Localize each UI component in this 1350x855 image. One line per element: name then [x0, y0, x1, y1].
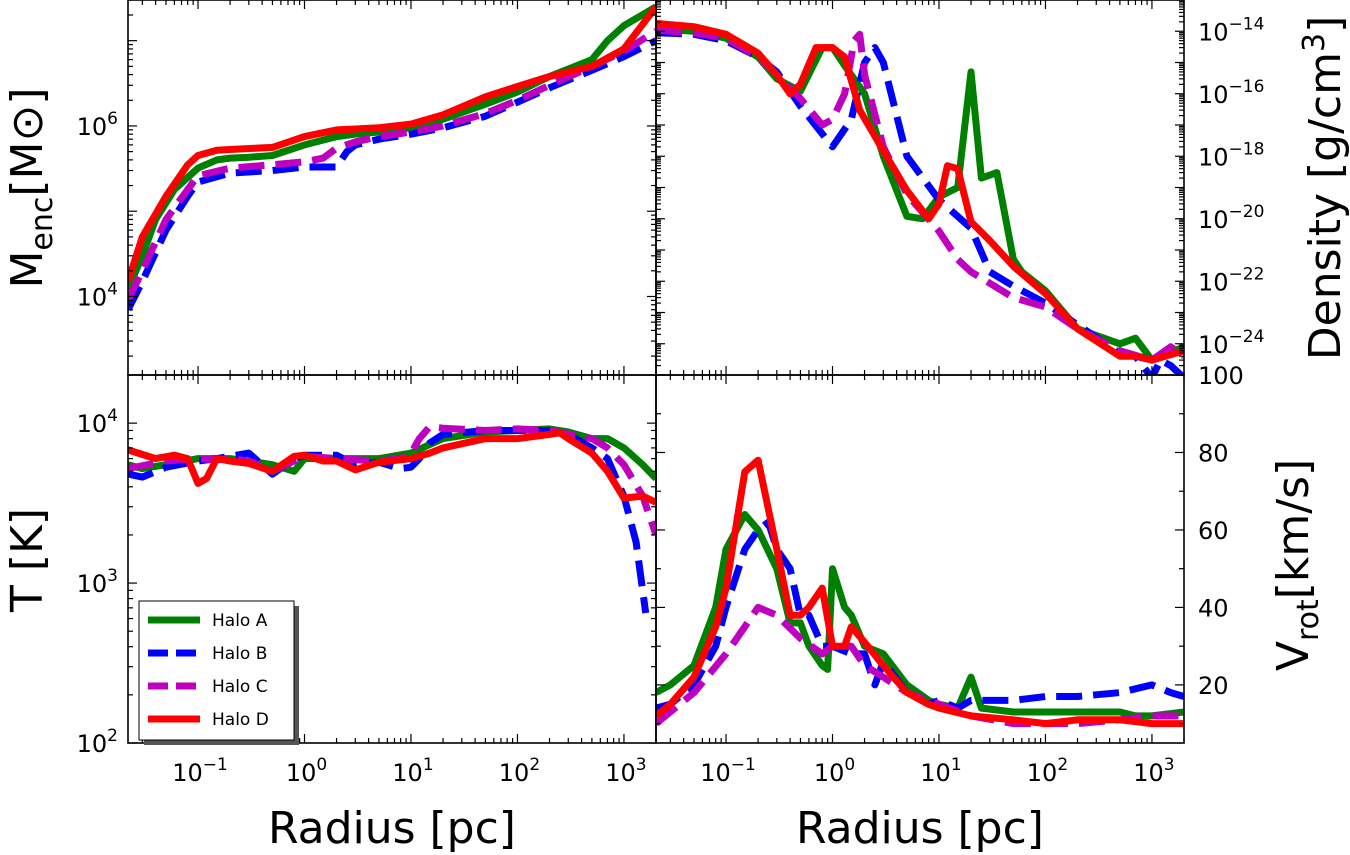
dens-y-tick-label: 10−20 — [1198, 202, 1264, 234]
dens-series-halo-d — [656, 19, 1184, 364]
temp-y-tick-label: 104 — [77, 406, 118, 438]
legend-label-halo-c: Halo C — [212, 677, 268, 697]
legend-items: Halo A Halo B Halo C Halo D — [148, 611, 269, 730]
dens-series-halo-a — [656, 25, 1184, 364]
y-axis-label-density: Density [g/cm3] — [1297, 16, 1350, 361]
vrot-y-tick-label: 40 — [1198, 594, 1229, 622]
dens-series-halo-c — [656, 26, 1184, 364]
legend-label-halo-d: Halo D — [212, 710, 269, 730]
dens-y-ticks: 10−24 10−22 10−20 10−18 10−16 10−14 — [656, 0, 1264, 376]
dens-series-group — [656, 19, 1184, 375]
mass-y-tick-label: 106 — [77, 109, 118, 141]
vrot-y-tick-label: 80 — [1198, 439, 1229, 467]
ylabel-mass-sub: enc — [25, 197, 60, 251]
temp-y-tick-label: 102 — [77, 726, 118, 758]
vrot-series-halo-c — [656, 603, 1184, 728]
temp-x-ticks: 10−1 100 101 102 103 — [141, 375, 657, 787]
vrot-series-group — [656, 456, 1184, 728]
legend-label-halo-a: Halo A — [212, 611, 268, 631]
y-axis-label-temperature: T [K] — [2, 508, 53, 613]
temp-series-halo-d — [128, 429, 656, 506]
rotation-velocity-panel: 10−1 100 101 102 103 20 40 60 80 100 — [655, 362, 1244, 787]
mass-frame — [127, 0, 657, 376]
mass-y-tick-label: 104 — [77, 279, 118, 311]
temp-series-halo-c — [128, 423, 656, 537]
vrot-x-ticks: 10−1 100 101 102 103 — [669, 375, 1185, 787]
temp-x-tick-label: 101 — [392, 755, 433, 787]
vrot-y-tick-label: 60 — [1198, 517, 1229, 545]
mass-x-ticks — [141, 0, 657, 375]
vrot-series-halo-b — [656, 518, 1184, 712]
mass-series-halo-c — [128, 28, 656, 302]
temp-y-tick-label: 103 — [77, 566, 118, 598]
temp-x-tick-label: 102 — [499, 755, 540, 787]
x-axis-label-left: Radius [pc] — [268, 803, 516, 854]
ylabel-vrot-main: V — [1268, 641, 1319, 671]
density-panel: 10−24 10−22 10−20 10−18 10−16 10−14 — [655, 0, 1264, 376]
ylabel-mass-main: M — [2, 251, 53, 289]
vrot-x-tick-label: 100 — [814, 755, 855, 787]
mass-series-halo-a — [128, 3, 656, 292]
temp-y-ticks: 102 103 104 — [77, 374, 656, 758]
legend-label-halo-b: Halo B — [212, 644, 267, 664]
vrot-x-tick-label: 102 — [1027, 755, 1068, 787]
ylabel-vrot-rest: [km/s] — [1268, 459, 1319, 599]
mass-y-ticks: 104 106 — [77, 0, 656, 357]
ylabel-vrot-sub: rot — [1291, 599, 1326, 641]
temperature-panel: 10−1 100 101 102 103 102 103 104 — [77, 374, 657, 787]
temp-x-tick-label: 103 — [605, 755, 646, 787]
vrot-x-tick-label: 10−1 — [700, 755, 756, 787]
dens-x-ticks — [669, 0, 1185, 375]
dens-y-tick-label: 10−14 — [1198, 14, 1264, 46]
dens-frame — [655, 0, 1185, 376]
dens-y-tick-label: 10−16 — [1198, 77, 1264, 109]
vrot-y-tick-label: 20 — [1198, 672, 1229, 700]
ylabel-mass-rest: [M⊙] — [2, 87, 53, 196]
enclosed-mass-panel: 104 106 — [77, 0, 657, 376]
temp-x-tick-label: 10−1 — [172, 755, 228, 787]
dens-y-tick-label: 10−18 — [1198, 139, 1264, 171]
temp-series-group — [128, 423, 656, 614]
y-axis-label-mass: Menc[M⊙] — [2, 87, 60, 288]
legend: Halo A Halo B Halo C Halo D — [138, 600, 299, 745]
vrot-series-halo-a — [656, 511, 1184, 720]
x-axis-label-right: Radius [pc] — [796, 803, 1044, 854]
y-axis-label-vrot: Vrot[km/s] — [1268, 459, 1326, 671]
vrot-y-tick-label: 100 — [1198, 362, 1244, 390]
dens-y-tick-label: 10−24 — [1198, 327, 1264, 359]
vrot-y-ticks: 20 40 60 80 100 — [656, 362, 1244, 725]
temp-x-tick-label: 100 — [286, 755, 327, 787]
mass-series-halo-d — [128, 4, 656, 283]
vrot-frame — [655, 374, 1185, 744]
mass-series-group — [128, 3, 656, 312]
vrot-x-tick-label: 101 — [920, 755, 961, 787]
density-unit-exponent: 3 — [1297, 33, 1332, 52]
vrot-x-tick-label: 103 — [1133, 755, 1174, 787]
mass-series-halo-b — [128, 37, 656, 312]
dens-y-tick-label: 10−22 — [1198, 264, 1264, 296]
vrot-series-halo-d — [656, 456, 1184, 728]
